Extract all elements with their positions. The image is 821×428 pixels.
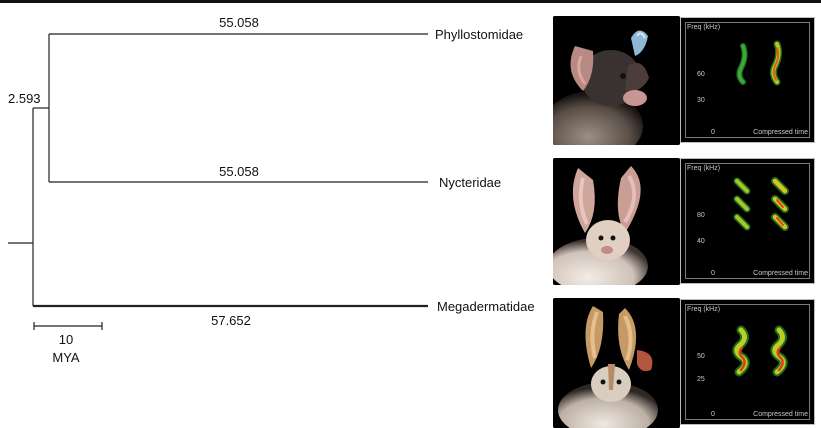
time-axis-label: Compressed time [753,411,808,418]
spectrogram-frame [685,304,810,420]
root-branch-length: 2.593 [8,91,41,106]
freq-axis-label: Freq (kHz) [687,306,721,313]
spectrogram-megadermatidae: Freq (kHz) 50 25 0 Compressed time [680,299,815,425]
spectrogram-phyllostomidae: Freq (kHz) 60 30 0 Compressed time [680,17,815,143]
freq-tick: 50 [697,353,705,360]
freq-tick: 25 [697,376,705,383]
freq-axis-label: Freq (kHz) [687,24,721,31]
bat-photo-megadermatidae [553,298,680,428]
time-origin: 0 [711,411,715,418]
branch-length-phyllostomidae: 55.058 [219,15,259,30]
time-axis-label: Compressed time [753,270,808,277]
top-border [0,0,821,3]
call-trace [732,325,788,377]
spectrogram-frame [685,163,810,279]
time-origin: 0 [711,129,715,136]
taxon-label-megadermatidae: Megadermatidae [437,299,535,314]
freq-tick: 30 [697,97,705,104]
bat-photo-nycteridae [553,158,680,285]
spectrogram-frame [685,22,810,138]
freq-axis-label: Freq (kHz) [687,165,721,172]
freq-tick: 40 [697,238,705,245]
phylogenetic-tree: 2.593 55.058 55.058 57.652 Phyllostomida… [8,15,535,365]
scale-bar-unit: MYA [52,350,80,365]
call-trace [736,40,783,86]
taxon-label-nycteridae: Nycteridae [439,175,501,190]
spectrogram-nycteridae: Freq (kHz) 80 40 0 Compressed time [680,158,815,284]
taxon-label-phyllostomidae: Phyllostomidae [435,27,523,42]
call-trace [733,177,789,231]
scale-bar-value: 10 [59,332,73,347]
branch-length-nycteridae: 55.058 [219,164,259,179]
freq-tick: 60 [697,71,705,78]
time-origin: 0 [711,270,715,277]
time-axis-label: Compressed time [753,129,808,136]
branch-length-megadermatidae: 57.652 [211,313,251,328]
freq-tick: 80 [697,212,705,219]
bat-photo-phyllostomidae [553,16,680,145]
